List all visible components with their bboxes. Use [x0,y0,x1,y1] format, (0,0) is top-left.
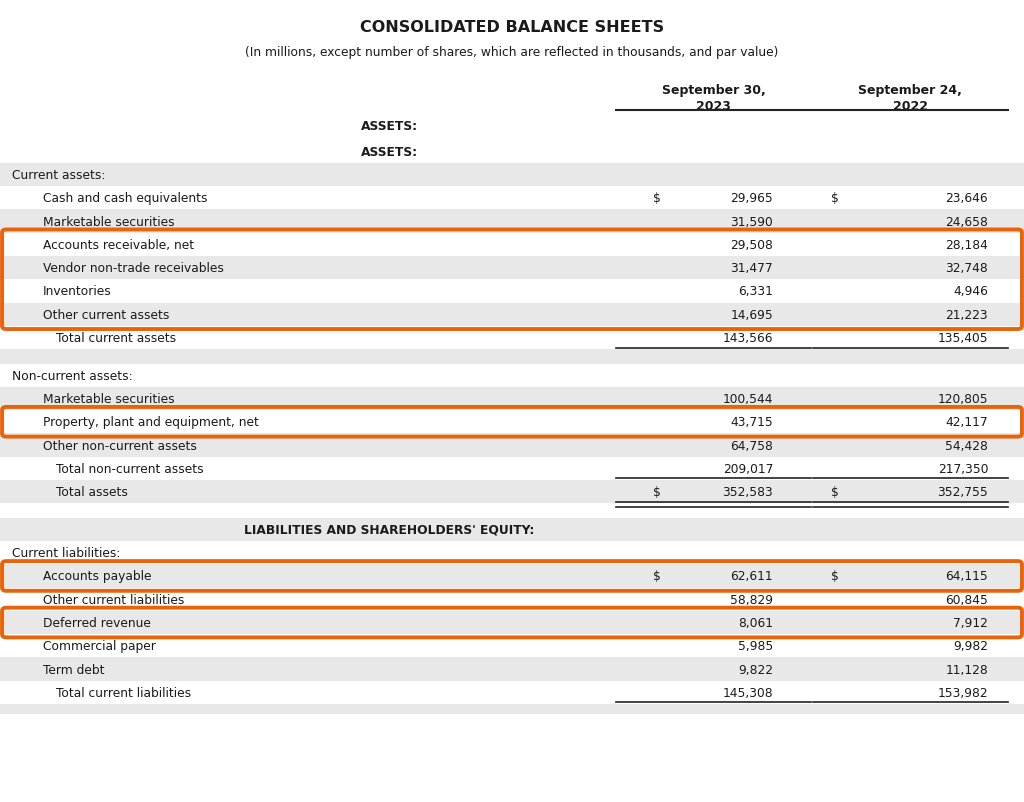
Bar [0,364,1024,387]
Text: Other current liabilities: Other current liabilities [43,593,184,606]
Text: Marketable securities: Marketable securities [43,215,175,229]
Text: Non-current assets:: Non-current assets: [12,369,133,383]
Text: Total current liabilities: Total current liabilities [56,686,191,699]
Text: 23,646: 23,646 [945,192,988,205]
Bar [0,504,1024,518]
Text: Cash and cash equivalents: Cash and cash equivalents [43,192,208,205]
Bar [0,411,1024,434]
Text: Deferred revenue: Deferred revenue [43,616,151,630]
Text: 4,946: 4,946 [953,285,988,298]
Text: 31,477: 31,477 [730,261,773,275]
Text: 24,658: 24,658 [945,215,988,229]
Text: 32,748: 32,748 [945,261,988,275]
Text: $: $ [653,485,662,499]
Text: 58,829: 58,829 [730,593,773,606]
Text: 31,590: 31,590 [730,215,773,229]
Bar [0,565,1024,588]
Text: Current assets:: Current assets: [12,168,105,182]
Text: Inventories: Inventories [43,285,112,298]
Text: 21,223: 21,223 [945,308,988,322]
Text: 64,758: 64,758 [730,439,773,452]
Bar [0,658,1024,681]
Bar [0,434,1024,457]
Text: September 24,
2022: September 24, 2022 [858,84,963,113]
Text: 100,544: 100,544 [723,392,773,406]
Text: $: $ [831,569,840,583]
Text: September 30,
2023: September 30, 2023 [662,84,766,113]
Text: Term debt: Term debt [43,662,104,676]
Bar [0,541,1024,565]
Text: LIABILITIES AND SHAREHOLDERS' EQUITY:: LIABILITIES AND SHAREHOLDERS' EQUITY: [244,523,535,537]
Text: 209,017: 209,017 [723,462,773,476]
Bar [0,681,1024,704]
Text: 153,982: 153,982 [938,686,988,699]
Text: Total current assets: Total current assets [56,331,176,345]
Bar [0,588,1024,611]
Text: 29,508: 29,508 [730,238,773,252]
Bar [0,233,1024,257]
Text: Total assets: Total assets [56,485,128,499]
Text: 145,308: 145,308 [723,686,773,699]
Text: 5,985: 5,985 [738,639,773,653]
Text: 120,805: 120,805 [938,392,988,406]
Text: 62,611: 62,611 [730,569,773,583]
Text: 29,965: 29,965 [730,192,773,205]
Text: 217,350: 217,350 [938,462,988,476]
Text: 8,061: 8,061 [738,616,773,630]
Bar [0,164,1024,187]
Text: 143,566: 143,566 [723,331,773,345]
Text: Accounts payable: Accounts payable [43,569,152,583]
Text: Current liabilities:: Current liabilities: [12,546,121,560]
Text: 352,755: 352,755 [937,485,988,499]
Text: 60,845: 60,845 [945,593,988,606]
Text: Commercial paper: Commercial paper [43,639,156,653]
Text: 7,912: 7,912 [953,616,988,630]
Text: 9,822: 9,822 [738,662,773,676]
Bar [0,187,1024,210]
Text: ASSETS:: ASSETS: [360,145,418,159]
Text: 43,715: 43,715 [730,415,773,429]
Text: Accounts receivable, net: Accounts receivable, net [43,238,195,252]
Text: $: $ [653,192,662,205]
Bar [0,140,1024,164]
Text: 11,128: 11,128 [945,662,988,676]
Text: 352,583: 352,583 [722,485,773,499]
Text: 135,405: 135,405 [938,331,988,345]
Bar [0,280,1024,303]
Bar [0,611,1024,634]
Bar [0,704,1024,714]
Bar [0,257,1024,280]
Text: 42,117: 42,117 [945,415,988,429]
Text: 14,695: 14,695 [730,308,773,322]
Text: 28,184: 28,184 [945,238,988,252]
Bar [0,457,1024,480]
Text: 9,982: 9,982 [953,639,988,653]
Bar [0,480,1024,504]
Text: $: $ [831,192,840,205]
Bar [0,634,1024,658]
Bar [0,210,1024,233]
Bar [0,518,1024,541]
Text: $: $ [653,569,662,583]
Text: (In millions, except number of shares, which are reflected in thousands, and par: (In millions, except number of shares, w… [246,46,778,59]
Text: Total non-current assets: Total non-current assets [56,462,204,476]
Bar [0,387,1024,411]
Text: CONSOLIDATED BALANCE SHEETS: CONSOLIDATED BALANCE SHEETS [360,20,664,35]
Text: $: $ [831,485,840,499]
Text: Other non-current assets: Other non-current assets [43,439,197,452]
Bar [0,326,1024,350]
Text: Property, plant and equipment, net: Property, plant and equipment, net [43,415,259,429]
Text: Marketable securities: Marketable securities [43,392,175,406]
Bar [0,350,1024,364]
Text: 54,428: 54,428 [945,439,988,452]
Text: Other current assets: Other current assets [43,308,169,322]
Bar [0,303,1024,326]
Text: 6,331: 6,331 [738,285,773,298]
Text: Vendor non-trade receivables: Vendor non-trade receivables [43,261,224,275]
Text: ASSETS:: ASSETS: [360,119,418,132]
Text: 64,115: 64,115 [945,569,988,583]
